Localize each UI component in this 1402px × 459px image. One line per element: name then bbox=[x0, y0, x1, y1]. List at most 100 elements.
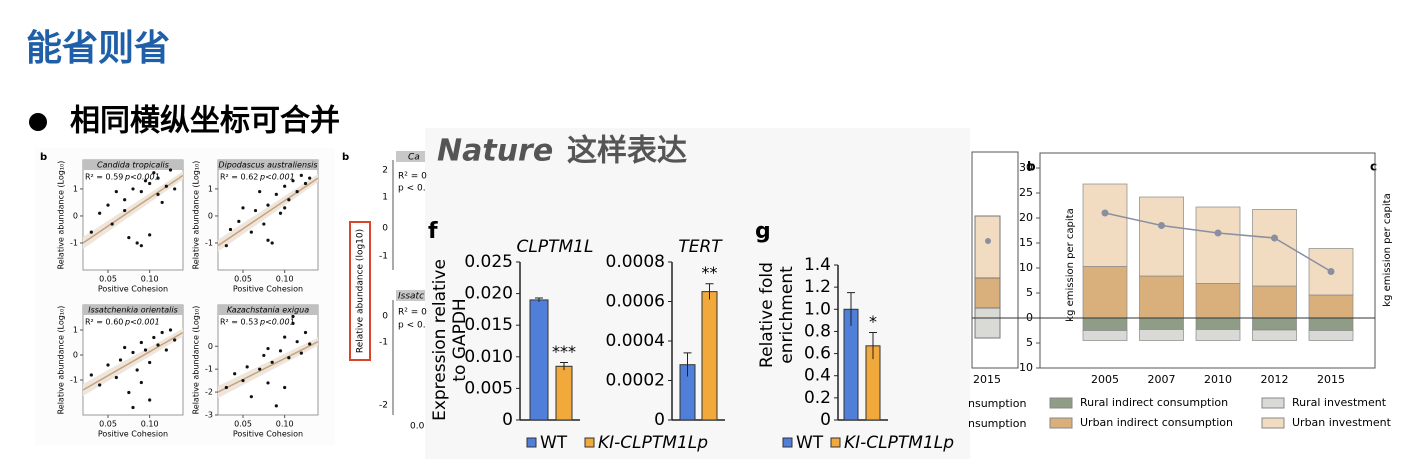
x-tick-label: 2012 bbox=[1261, 373, 1289, 386]
point bbox=[291, 314, 295, 319]
point bbox=[164, 348, 168, 352]
point bbox=[148, 181, 152, 186]
y-tick-label: -2 bbox=[379, 401, 388, 411]
y-axis-label: Relative abundance (Log₁₀) bbox=[192, 161, 201, 270]
panel-header bbox=[396, 151, 425, 162]
fit-line bbox=[82, 331, 184, 391]
y-tick-label: 0.0008 bbox=[606, 252, 665, 272]
y-tick-label: -1 bbox=[70, 238, 78, 247]
bar-segment bbox=[1139, 329, 1184, 341]
bar-segment bbox=[1082, 183, 1128, 267]
partial-bar bbox=[974, 215, 1001, 279]
point bbox=[308, 176, 312, 180]
y-axis-label: Expression relative bbox=[430, 259, 450, 421]
point bbox=[278, 349, 283, 353]
point bbox=[283, 385, 287, 390]
point bbox=[156, 176, 160, 180]
point bbox=[249, 230, 253, 234]
x-tick-label: 0.05 bbox=[234, 420, 252, 429]
point bbox=[123, 208, 127, 213]
bar-segment bbox=[1308, 294, 1354, 319]
x-tick-label: 2015 bbox=[973, 373, 1001, 386]
y-tick-label: -2 bbox=[205, 388, 213, 397]
panel-header bbox=[83, 160, 183, 170]
y-axis-label: Relative abundance (log10) bbox=[356, 229, 366, 353]
point bbox=[156, 192, 160, 196]
point bbox=[110, 222, 114, 226]
panel-label: b bbox=[342, 152, 349, 163]
point bbox=[168, 168, 173, 172]
legend-swatch bbox=[526, 437, 537, 448]
point bbox=[135, 241, 139, 245]
point bbox=[241, 379, 245, 383]
legend-swatch bbox=[1049, 417, 1073, 429]
panel-label: b bbox=[1027, 160, 1036, 174]
bar bbox=[701, 291, 718, 421]
trend-dot bbox=[1327, 268, 1335, 275]
point bbox=[123, 198, 127, 202]
stat-text: p<0.001 bbox=[259, 173, 295, 182]
y-tick-label: 1.2 bbox=[804, 277, 831, 297]
y-tick-label: 1 bbox=[208, 184, 213, 193]
point bbox=[139, 340, 143, 345]
y-axis-label: kg emission per capita bbox=[1065, 208, 1076, 321]
cropped-text: R² = 0 bbox=[398, 172, 427, 182]
y-tick-label: 5 bbox=[1026, 336, 1033, 349]
y-tick-label: 0.005 bbox=[464, 378, 513, 398]
y-tick-label: 0.8 bbox=[804, 321, 831, 341]
y-tick-label: 30 bbox=[1019, 161, 1033, 174]
legend-label: WT bbox=[796, 433, 824, 453]
point bbox=[98, 383, 102, 387]
caption-text: 这样表达 bbox=[567, 134, 687, 169]
bar-segment bbox=[1139, 275, 1184, 319]
panel-label: f bbox=[428, 219, 438, 244]
y-tick-label: -1 bbox=[70, 376, 78, 385]
x-tick-label: 0.10 bbox=[141, 275, 159, 284]
legend-swatch bbox=[584, 437, 595, 448]
point bbox=[114, 190, 118, 194]
confidence-band bbox=[83, 171, 183, 249]
chart-title: TERT bbox=[678, 237, 723, 257]
bar-segment bbox=[1139, 317, 1184, 330]
point bbox=[249, 395, 253, 399]
bar-segment bbox=[1308, 330, 1354, 341]
x-tick-label: 0.10 bbox=[141, 420, 159, 429]
trend-dot bbox=[1158, 222, 1165, 229]
highlight-box bbox=[349, 221, 371, 361]
panel-header bbox=[396, 290, 425, 301]
legend-swatch bbox=[830, 437, 841, 448]
stat-text: p<0.001 bbox=[124, 318, 160, 327]
panel-title: Issatchenkia orientalis bbox=[88, 306, 178, 315]
y-axis-label: Relative abundance (Log₁₀) bbox=[57, 161, 66, 270]
point bbox=[262, 353, 266, 358]
point bbox=[299, 173, 303, 178]
stat-text: R² = 0.60 bbox=[85, 318, 123, 327]
x-axis-label: Positive Cohesion bbox=[233, 285, 303, 294]
legend-label: KI-CLPTM1Lp bbox=[598, 433, 708, 453]
partial-dot bbox=[985, 238, 991, 244]
bar-segment bbox=[1195, 206, 1241, 284]
cropped-text: p < 0. bbox=[398, 184, 426, 194]
x-tick-label: 2010 bbox=[1204, 373, 1232, 386]
x-axis-label: Positive Cohesion bbox=[233, 430, 303, 439]
y-tick-label: -1 bbox=[205, 238, 213, 247]
point bbox=[308, 342, 312, 346]
panel-title: Dipodascus australiensis bbox=[218, 161, 317, 170]
y-tick-label: 5 bbox=[1026, 286, 1033, 299]
stat-text: R² = 0.59 bbox=[85, 173, 123, 182]
legend-swatch bbox=[1049, 397, 1073, 409]
point bbox=[266, 238, 270, 242]
cropped-text: p < 0. bbox=[398, 321, 426, 331]
fit-line bbox=[217, 340, 319, 393]
bar-segment bbox=[1082, 330, 1128, 341]
y-tick-label: 2 bbox=[382, 166, 388, 176]
y-tick-label: -1 bbox=[379, 338, 388, 348]
point bbox=[106, 203, 110, 207]
point bbox=[135, 368, 139, 372]
point bbox=[287, 198, 291, 202]
legend-swatch bbox=[1261, 397, 1285, 409]
chart-title: CLPTM1L bbox=[517, 237, 594, 257]
trend-dot bbox=[1271, 234, 1278, 242]
stat-text: p<0.001 bbox=[124, 173, 160, 182]
y-axis-label: to GAPDH bbox=[450, 298, 470, 381]
